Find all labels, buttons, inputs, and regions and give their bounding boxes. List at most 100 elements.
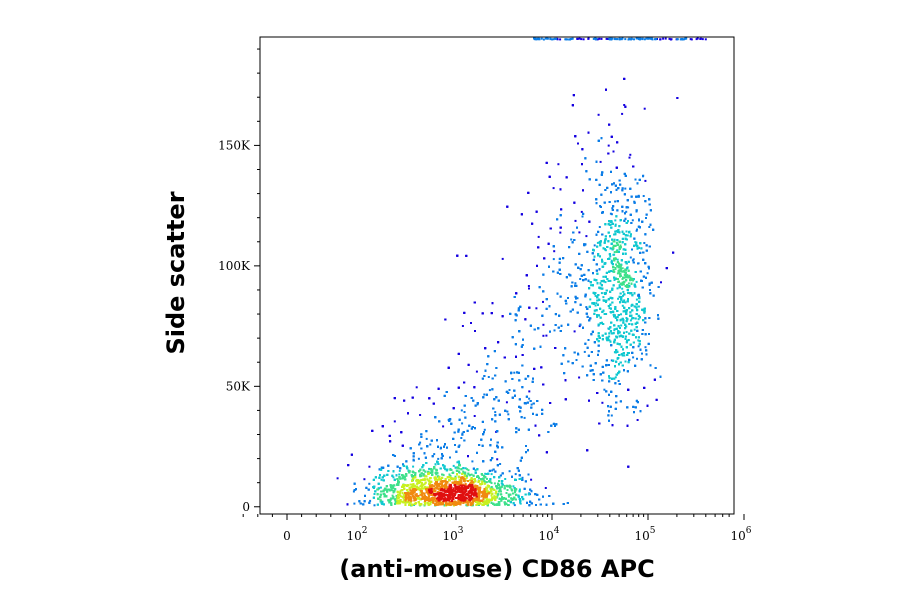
event-point bbox=[619, 327, 621, 329]
event-point bbox=[620, 296, 623, 299]
event-point bbox=[610, 259, 613, 262]
event-point bbox=[644, 262, 647, 265]
event-point bbox=[440, 446, 442, 449]
event-point bbox=[636, 182, 639, 185]
event-point bbox=[456, 254, 459, 257]
event-point bbox=[522, 338, 524, 341]
event-point bbox=[587, 339, 590, 341]
event-point bbox=[595, 198, 598, 201]
event-point bbox=[574, 135, 577, 138]
event-point bbox=[599, 244, 602, 247]
event-point bbox=[621, 287, 624, 290]
event-point bbox=[471, 426, 474, 428]
event-point bbox=[525, 445, 527, 447]
event-point bbox=[585, 170, 588, 173]
event-point bbox=[486, 477, 488, 480]
event-point bbox=[496, 464, 499, 467]
event-point bbox=[491, 469, 494, 472]
event-point bbox=[519, 459, 522, 462]
event-point bbox=[531, 380, 534, 383]
event-point bbox=[577, 353, 580, 356]
event-point bbox=[529, 324, 532, 327]
event-point bbox=[487, 472, 490, 475]
event-point bbox=[462, 467, 465, 470]
event-point bbox=[372, 478, 375, 481]
event-point bbox=[636, 309, 639, 312]
event-point bbox=[597, 323, 600, 326]
event-point bbox=[623, 369, 625, 372]
event-point bbox=[624, 301, 627, 304]
event-point bbox=[632, 405, 635, 408]
event-point bbox=[645, 249, 648, 252]
event-point bbox=[509, 485, 512, 488]
event-point bbox=[497, 399, 500, 402]
density-points bbox=[336, 37, 707, 507]
event-point bbox=[511, 336, 514, 339]
event-point bbox=[542, 290, 545, 293]
event-point bbox=[557, 326, 560, 329]
event-point bbox=[610, 261, 613, 264]
event-point bbox=[570, 285, 573, 288]
event-point bbox=[623, 248, 626, 251]
event-point bbox=[638, 178, 641, 181]
event-point bbox=[597, 314, 600, 317]
event-point bbox=[455, 450, 458, 453]
event-point bbox=[603, 388, 606, 391]
event-point bbox=[622, 321, 625, 324]
event-point bbox=[615, 401, 618, 404]
event-point bbox=[425, 430, 428, 433]
event-point bbox=[495, 367, 498, 369]
event-point bbox=[484, 476, 487, 479]
event-point bbox=[503, 484, 506, 487]
event-point bbox=[640, 358, 643, 361]
event-point bbox=[400, 431, 403, 434]
event-point bbox=[589, 317, 592, 320]
event-point bbox=[353, 489, 356, 491]
event-point bbox=[635, 37, 638, 40]
event-point bbox=[587, 37, 590, 40]
event-point bbox=[614, 223, 617, 226]
event-point bbox=[659, 375, 662, 378]
event-point bbox=[613, 341, 616, 344]
event-point bbox=[609, 270, 612, 272]
event-point bbox=[437, 387, 440, 390]
event-point bbox=[592, 379, 595, 381]
event-point bbox=[608, 327, 611, 330]
event-point bbox=[659, 38, 662, 41]
event-point bbox=[540, 37, 543, 40]
event-point bbox=[444, 443, 446, 446]
event-point bbox=[499, 474, 502, 477]
event-point bbox=[597, 335, 600, 338]
event-point bbox=[570, 238, 573, 241]
event-point bbox=[489, 444, 492, 447]
event-point bbox=[597, 303, 599, 306]
event-point bbox=[407, 469, 410, 472]
event-point bbox=[536, 493, 539, 496]
event-point bbox=[621, 317, 624, 320]
event-point bbox=[635, 399, 638, 402]
event-point bbox=[393, 478, 396, 481]
event-point bbox=[642, 195, 645, 197]
event-point bbox=[624, 105, 627, 108]
event-point bbox=[585, 312, 588, 315]
event-point bbox=[607, 405, 609, 408]
event-point bbox=[608, 377, 611, 380]
event-point bbox=[587, 131, 590, 134]
event-point bbox=[556, 37, 559, 40]
event-point bbox=[518, 330, 521, 333]
event-point bbox=[609, 255, 612, 258]
event-point bbox=[635, 195, 638, 198]
event-point bbox=[520, 345, 523, 348]
event-point bbox=[608, 270, 611, 273]
event-point bbox=[559, 38, 562, 41]
event-point bbox=[638, 295, 641, 298]
event-point bbox=[483, 431, 485, 434]
event-point bbox=[621, 189, 624, 192]
event-point bbox=[683, 38, 685, 41]
event-point bbox=[493, 398, 496, 401]
event-point bbox=[624, 337, 627, 340]
event-point bbox=[552, 258, 555, 261]
event-point bbox=[444, 468, 447, 471]
event-point bbox=[538, 38, 541, 41]
event-point bbox=[494, 420, 497, 423]
